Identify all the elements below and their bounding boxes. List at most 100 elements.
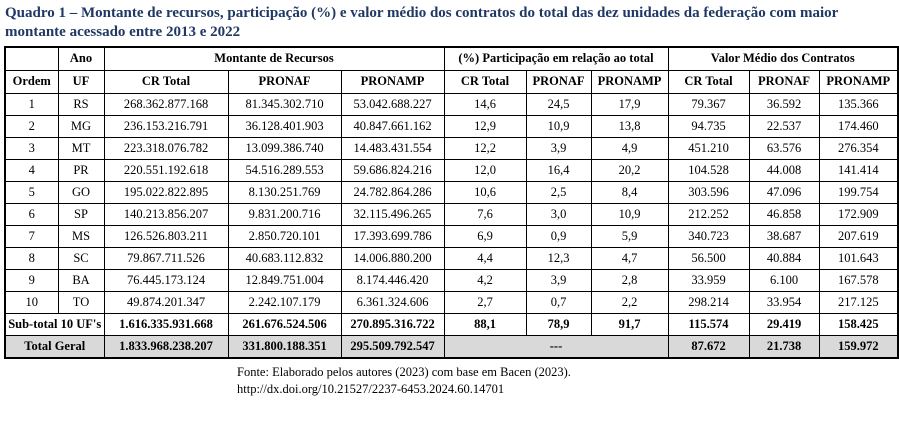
- cell: 276.354: [818, 136, 899, 160]
- cell: 236.153.216.791: [103, 114, 229, 138]
- cell: 59.686.824.216: [340, 158, 445, 182]
- cell: MT: [57, 136, 105, 160]
- cell: 10: [4, 290, 59, 314]
- table-summary: Sub-total 10 UF's 1.616.335.931.668 261.…: [4, 312, 899, 358]
- cell: 12,3: [525, 246, 592, 270]
- source-note-block: Fonte: Elaborado pelos autores (2023) co…: [237, 364, 899, 399]
- column-header-pronaf-vm: PRONAF: [748, 69, 820, 94]
- table-row: 7 MS 126.526.803.211 2.850.720.101 17.393.69…: [4, 224, 899, 248]
- cell: BA: [57, 268, 105, 292]
- cell: 54.516.289.553: [227, 158, 342, 182]
- cell: 12,0: [443, 158, 527, 182]
- table-row: 8 SC 79.867.711.526 40.683.112.832 14.006.88…: [4, 246, 899, 270]
- cell: 9.831.200.716: [227, 202, 342, 226]
- subtotal-cell: 1.616.335.931.668: [103, 312, 229, 336]
- cell: 17.393.699.786: [340, 224, 445, 248]
- subtotal-cell: 270.895.316.722: [340, 312, 445, 336]
- total-cell: 331.800.188.351: [227, 334, 342, 358]
- cell: 135.366: [818, 92, 899, 116]
- cell: GO: [57, 180, 105, 204]
- cell: 4,4: [443, 246, 527, 270]
- cell: 6.361.324.606: [340, 290, 445, 314]
- group-header-montante: Montante de Recursos: [103, 46, 445, 71]
- cell: 12,2: [443, 136, 527, 160]
- cell: 17,9: [590, 92, 669, 116]
- cell: MS: [57, 224, 105, 248]
- cell: 3,9: [525, 268, 592, 292]
- cell: 36.128.401.903: [227, 114, 342, 138]
- cell: PR: [57, 158, 105, 182]
- cell: 8.174.446.420: [340, 268, 445, 292]
- cell: 2,5: [525, 180, 592, 204]
- cell: 9: [4, 268, 59, 292]
- cell: 44.008: [748, 158, 820, 182]
- table-row: 2 MG 236.153.216.791 36.128.401.903 40.847.6…: [4, 114, 899, 138]
- cell: 16,4: [525, 158, 592, 182]
- cell: 4: [4, 158, 59, 182]
- cell: 40.884: [748, 246, 820, 270]
- subtotal-cell: 88,1: [443, 312, 527, 336]
- cell: 217.125: [818, 290, 899, 314]
- cell: 10,9: [590, 202, 669, 226]
- total-cell: 87.672: [667, 334, 750, 358]
- cell: 340.723: [667, 224, 750, 248]
- group-header-participacao: (%) Participação em relação ao total: [443, 46, 669, 71]
- group-header-valor-medio: Valor Médio dos Contratos: [667, 46, 899, 71]
- table-row: 5 GO 195.022.822.895 8.130.251.769 24.782.86…: [4, 180, 899, 204]
- cell: 63.576: [748, 136, 820, 160]
- column-header-row: Ordem UF CR Total PRONAF PRONAMP CR Tota…: [4, 69, 899, 94]
- cell: 56.500: [667, 246, 750, 270]
- cell: 268.362.877.168: [103, 92, 229, 116]
- cell: 172.909: [818, 202, 899, 226]
- table-row: 4 PR 220.551.192.618 54.516.289.553 59.686.8…: [4, 158, 899, 182]
- column-header-pronaf-montante: PRONAF: [227, 69, 342, 94]
- table-header: Ano Montante de Recursos (%) Participaçã…: [4, 46, 899, 94]
- cell: 46.858: [748, 202, 820, 226]
- cell: 7,6: [443, 202, 527, 226]
- cell: 0,9: [525, 224, 592, 248]
- cell: 6: [4, 202, 59, 226]
- doi-text: http://dx.doi.org/10.21527/2237-6453.202…: [237, 382, 505, 396]
- table-body: 1 RS 268.362.877.168 81.345.302.710 53.042.6…: [4, 92, 899, 314]
- cell: 2: [4, 114, 59, 138]
- cell: 40.847.661.162: [340, 114, 445, 138]
- cell: 101.643: [818, 246, 899, 270]
- cell: 32.115.496.265: [340, 202, 445, 226]
- cell: RS: [57, 92, 105, 116]
- cell: 3,9: [525, 136, 592, 160]
- column-header-cr-total-montante: CR Total: [103, 69, 229, 94]
- cell: 24,5: [525, 92, 592, 116]
- cell: 298.214: [667, 290, 750, 314]
- cell: 3: [4, 136, 59, 160]
- cell: 24.782.864.286: [340, 180, 445, 204]
- total-row: Total Geral 1.833.968.238.207 331.800.18…: [4, 334, 899, 358]
- cell: 14.006.880.200: [340, 246, 445, 270]
- group-header-ano: Ano: [57, 46, 105, 71]
- cell: 8: [4, 246, 59, 270]
- subtotal-cell: 261.676.524.506: [227, 312, 342, 336]
- cell: 49.874.201.347: [103, 290, 229, 314]
- cell: 303.596: [667, 180, 750, 204]
- cell: 76.445.173.124: [103, 268, 229, 292]
- cell: 12,9: [443, 114, 527, 138]
- column-header-pronamp-pct: PRONAMP: [590, 69, 669, 94]
- total-cell: 1.833.968.238.207: [103, 334, 229, 358]
- cell: 13,8: [590, 114, 669, 138]
- cell: 141.414: [818, 158, 899, 182]
- cell: 104.528: [667, 158, 750, 182]
- cell: TO: [57, 290, 105, 314]
- table-row: 3 MT 223.318.076.782 13.099.386.740 14.483.4…: [4, 136, 899, 160]
- table-row: 1 RS 268.362.877.168 81.345.302.710 53.042.6…: [4, 92, 899, 116]
- resources-table: Ano Montante de Recursos (%) Participaçã…: [4, 45, 899, 359]
- source-note: Fonte: Elaborado pelos autores (2023) co…: [237, 364, 571, 379]
- subtotal-cell: 115.574: [667, 312, 750, 336]
- subtotal-cell: 78,9: [525, 312, 592, 336]
- cell: 199.754: [818, 180, 899, 204]
- cell: 5: [4, 180, 59, 204]
- cell: MG: [57, 114, 105, 138]
- cell: 2,2: [590, 290, 669, 314]
- cell: 167.578: [818, 268, 899, 292]
- cell: 7: [4, 224, 59, 248]
- cell: 4,9: [590, 136, 669, 160]
- total-cell: 159.972: [818, 334, 899, 358]
